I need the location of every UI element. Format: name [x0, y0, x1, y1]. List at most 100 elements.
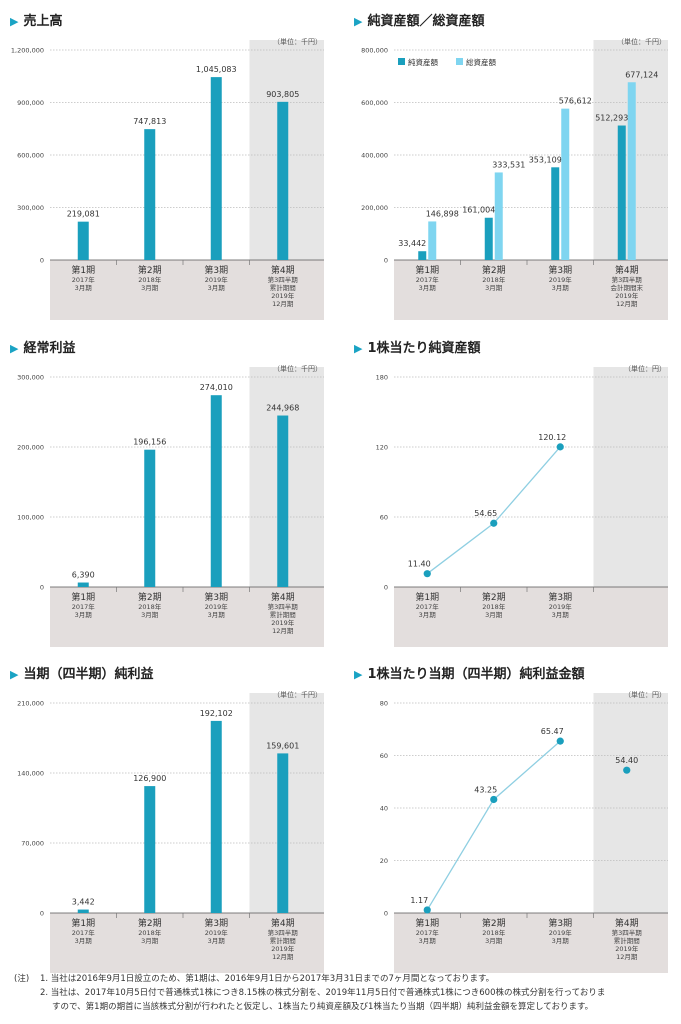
category-main-label: 第1期: [415, 264, 439, 276]
chart-title: ▶ 経常利益: [10, 337, 75, 356]
data-label: 159,601: [266, 741, 299, 750]
data-label: 11.40: [408, 560, 431, 569]
y-tick-label: 120: [376, 444, 388, 452]
category-main-label: 第3期: [204, 264, 228, 276]
y-tick-label: 1,200,000: [11, 47, 44, 55]
y-tick-label: 300,000: [17, 204, 44, 212]
y-tick-label: 140,000: [17, 770, 44, 778]
category-sub-label: 累計期間: [614, 936, 640, 945]
panel-ordinary: ▶ 経常利益 （単位：千円） 0 100,000 200,000 300,000 第1期 20…: [8, 337, 328, 657]
category-sub-label: 累計期間: [270, 610, 296, 619]
chart-title-text: 当期（四半期）純利益: [23, 667, 154, 682]
category-main-label: 第4期: [271, 917, 295, 929]
legend-swatch: [456, 58, 463, 65]
bar-primary: [277, 415, 289, 587]
y-tick-label: 900,000: [17, 99, 44, 107]
y-tick-label: 200,000: [361, 204, 388, 212]
bar-primary: [277, 101, 289, 260]
notes-prefix: (注): [14, 974, 30, 984]
unit-label: （単位：円）: [624, 364, 666, 373]
triangle-right-icon: ▶: [354, 15, 363, 28]
category-sub-label: 2018年: [138, 602, 162, 611]
category-main-label: 第2期: [138, 591, 162, 603]
fourth-period-band: [593, 367, 668, 587]
unit-label: （単位：千円）: [273, 37, 322, 46]
y-tick-label: 300,000: [17, 374, 44, 382]
category-main-label: 第1期: [71, 591, 95, 603]
bar-primary: [551, 167, 560, 260]
bar-primary: [77, 909, 89, 913]
note-3: すので、第1期の期首に当該株式分割が行われたと仮定し、1株当たり純資産額及び1株…: [52, 1002, 594, 1012]
category-axis-background: [50, 260, 324, 320]
category-sub-label: 3月期: [485, 611, 503, 619]
category-sub-label: 2019年: [549, 275, 573, 284]
data-label: 192,102: [200, 709, 233, 718]
data-label: 120.12: [538, 433, 566, 442]
category-main-label: 第2期: [482, 591, 506, 603]
y-tick-label: 20: [380, 857, 388, 865]
data-label: 576,612: [559, 97, 592, 106]
data-label: 1.17: [410, 896, 428, 905]
category-main-label: 第3期: [204, 591, 228, 603]
bar-primary: [418, 251, 427, 260]
data-label: 126,900: [133, 774, 166, 783]
bar-secondary: [428, 221, 437, 260]
category-main-label: 第4期: [615, 264, 639, 276]
category-sub-label: 2019年: [271, 291, 295, 300]
unit-label: （単位：千円）: [617, 37, 666, 46]
category-sub-label: 第3四半期: [268, 602, 299, 611]
data-label: 3,442: [72, 898, 95, 907]
category-sub-label: 3月期: [75, 611, 93, 619]
category-sub-label: 3月期: [419, 611, 437, 619]
unit-label: （単位：千円）: [273, 364, 322, 373]
bar-primary: [210, 720, 222, 913]
assets-chart: （単位：千円）0200,000400,000600,000800,000第1期2…: [361, 37, 668, 320]
data-point: [423, 906, 431, 914]
category-main-label: 第1期: [71, 917, 95, 929]
category-sub-label: 3月期: [485, 937, 503, 945]
y-tick-label: 0: [384, 257, 388, 265]
bar-secondary: [494, 172, 503, 260]
data-label: 219,081: [67, 210, 100, 219]
y-tick-label: 0: [40, 910, 44, 918]
category-main-label: 第3期: [548, 264, 572, 276]
category-axis-background: [394, 913, 668, 973]
y-tick-label: 0: [384, 910, 388, 918]
category-sub-label: 3月期: [552, 937, 570, 945]
y-tick-label: 200,000: [17, 444, 44, 452]
chart-title: ▶ 売上高: [10, 10, 62, 29]
data-label: 43.25: [474, 785, 497, 794]
category-sub-label: 会計期間末: [611, 283, 644, 292]
category-sub-label: 2019年: [549, 928, 573, 937]
category-sub-label: 2017年: [72, 602, 96, 611]
category-sub-label: 第3四半期: [612, 928, 643, 937]
chart-title-text: 経常利益: [23, 341, 76, 356]
data-label: 353,109: [529, 155, 562, 164]
bar-primary: [277, 753, 289, 913]
panel-assets: ▶ 純資産額／総資産額 （単位：千円） 0 200,000 400,000 600,000…: [352, 10, 672, 330]
triangle-right-icon: ▶: [10, 342, 19, 355]
data-label: 6,390: [72, 571, 95, 580]
bar-secondary: [561, 108, 570, 261]
category-sub-label: 2018年: [138, 928, 162, 937]
category-sub-label: 2019年: [205, 928, 229, 937]
sales-chart: （単位：千円） 0 300,000 600,000 900,000 1,200,000 第1…: [11, 37, 324, 320]
data-label: 747,813: [133, 117, 166, 126]
y-tick-label: 600,000: [17, 152, 44, 160]
data-point: [490, 795, 498, 804]
category-main-label: 第1期: [71, 264, 95, 276]
category-sub-label: 2019年: [615, 944, 639, 953]
chart-title: ▶ 純資産額／総資産額: [354, 10, 484, 29]
data-label: 54.65: [474, 509, 497, 518]
note-1: 1. 当社は2016年9月1日設立のため、第1期は、2016年9月1日から201…: [40, 974, 495, 984]
y-tick-label: 0: [40, 584, 44, 592]
y-tick-label: 0: [40, 257, 44, 265]
unit-label: （単位：千円）: [273, 690, 322, 699]
category-sub-label: 3月期: [419, 284, 437, 292]
y-tick-label: 40: [380, 805, 388, 813]
category-sub-label: 2019年: [205, 602, 229, 611]
category-main-label: 第3期: [548, 917, 572, 929]
category-main-label: 第4期: [271, 264, 295, 276]
bar-primary: [77, 582, 89, 587]
triangle-right-icon: ▶: [10, 668, 19, 681]
